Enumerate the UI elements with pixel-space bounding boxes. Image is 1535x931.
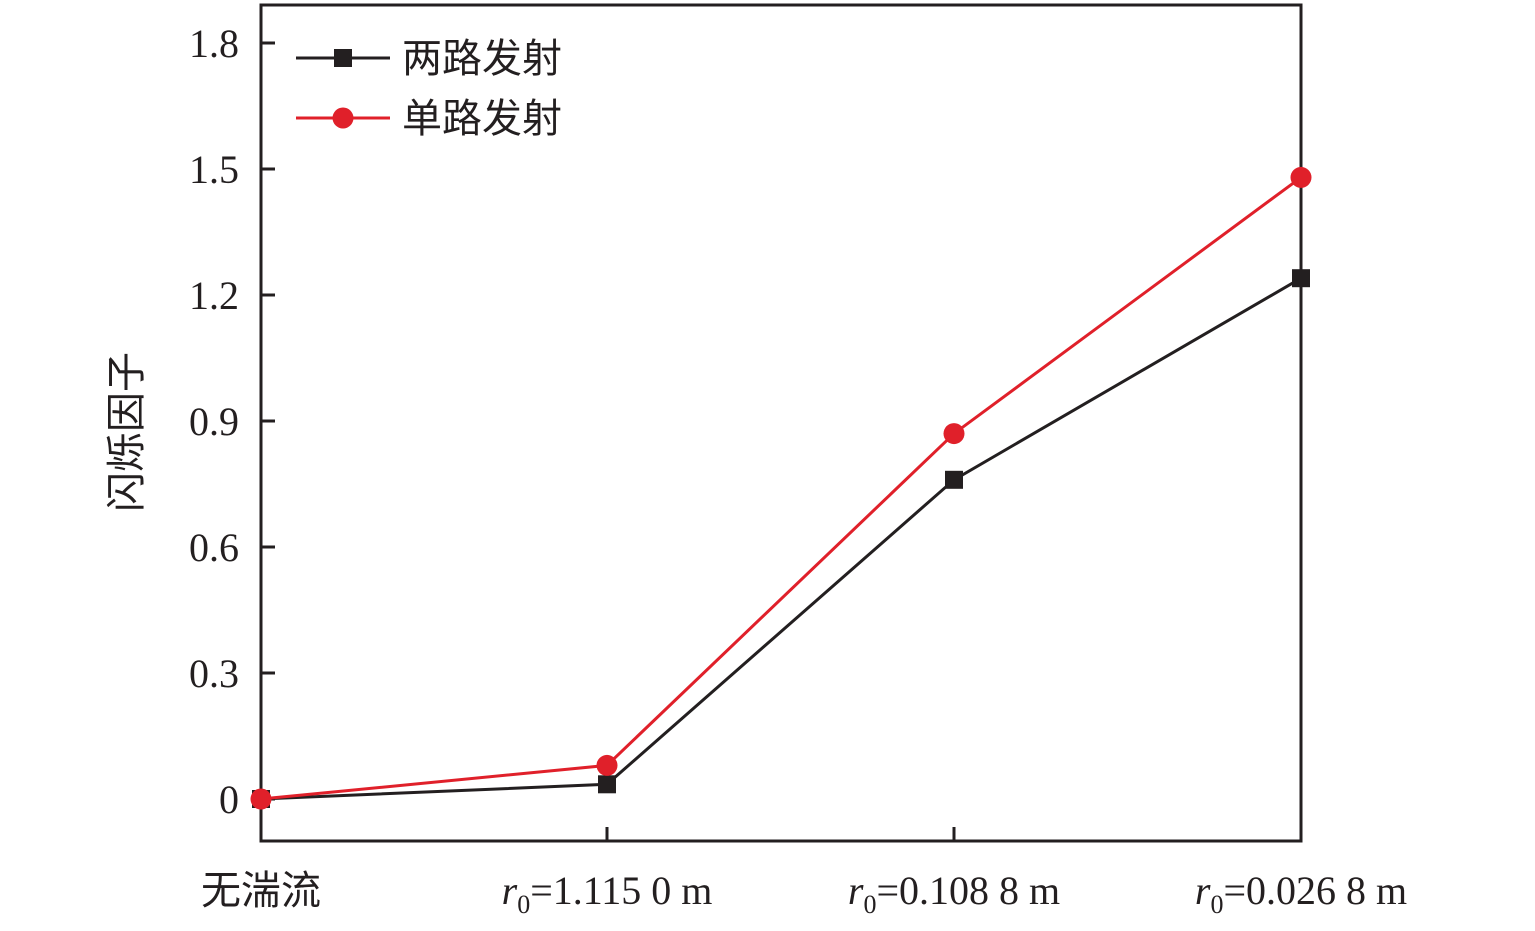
plot-frame — [259, 3, 1303, 843]
x-tick-label-italic: r — [1195, 868, 1211, 913]
data-point-circle — [596, 754, 618, 776]
series-layer — [250, 166, 1312, 810]
x-tick-label-italic: r — [502, 868, 518, 913]
data-point-square — [945, 470, 963, 489]
x-tick-label-subscript: 0 — [863, 890, 876, 919]
data-point-circle — [250, 788, 272, 810]
x-tick-label-subscript: 0 — [1210, 890, 1223, 919]
y-tick-label: 1.8 — [189, 21, 239, 66]
legend-label: 单路发射 — [402, 96, 562, 142]
series-line-2 — [260, 176, 1302, 801]
data-point-square — [1292, 269, 1310, 288]
y-tick-label: 1.2 — [189, 273, 239, 318]
legend-marker-square — [334, 49, 352, 67]
legend-marker-circle — [332, 107, 354, 129]
y-tick-label: 0.6 — [189, 525, 239, 570]
series-line-1 — [260, 276, 1302, 801]
x-tick-label-text: 无湍流 — [201, 868, 321, 914]
data-point-circle — [1290, 166, 1312, 188]
y-axis: 0 0.3 0.6 0.9 1.2 1.5 1.8 — [189, 21, 275, 822]
legend-label: 两路发射 — [402, 36, 562, 82]
y-tick-label: 1.5 — [189, 147, 239, 192]
x-tick-label-subscript: 0 — [517, 890, 530, 919]
y-tick-label: 0 — [219, 777, 239, 822]
x-tick-label-rest: =0.108 8 m — [876, 868, 1060, 913]
x-axis: 无湍流 r0=1.115 0 m r0=0.108 8 m r0=0.026 8 m — [201, 827, 1407, 919]
x-tick-label: r0=0.026 8 m — [1195, 868, 1407, 919]
data-point-square — [598, 775, 616, 794]
y-tick-label: 0.9 — [189, 399, 239, 444]
y-axis-title: 闪烁因子 — [104, 352, 150, 512]
x-tick-label-italic: r — [848, 868, 864, 913]
x-tick-label-rest: =1.115 0 m — [530, 868, 712, 913]
x-tick-label-rest: =0.026 8 m — [1223, 868, 1407, 913]
x-tick-label: r0=0.108 8 m — [848, 868, 1060, 919]
x-tick-label: 无湍流 — [201, 868, 321, 914]
x-tick-label: r0=1.115 0 m — [502, 868, 713, 919]
y-tick-label: 0.3 — [189, 651, 239, 696]
data-point-circle — [943, 423, 965, 445]
